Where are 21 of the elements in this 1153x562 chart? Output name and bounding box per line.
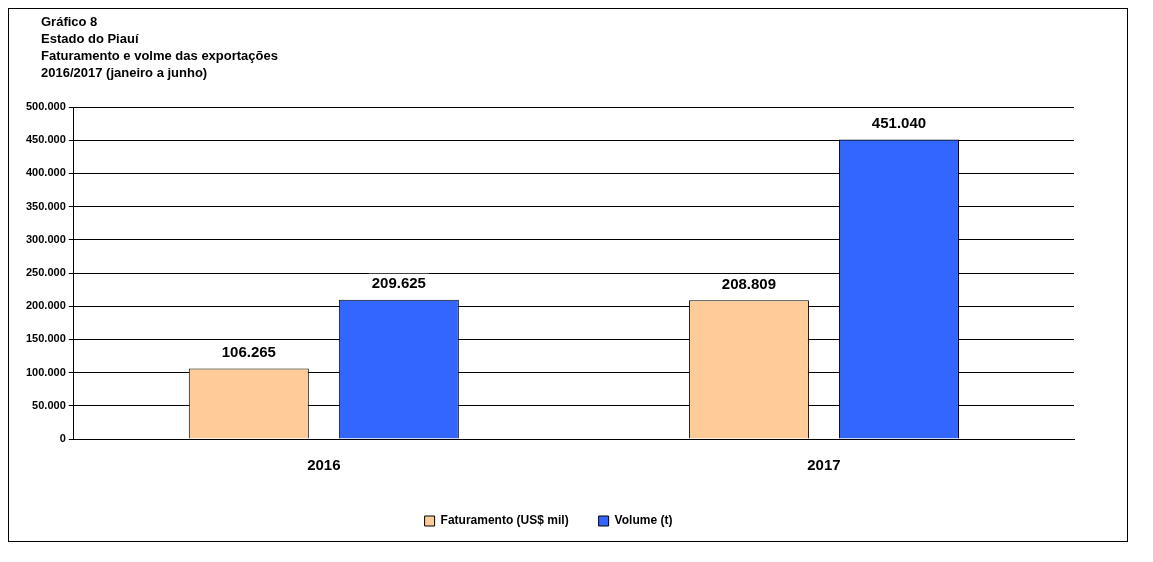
data-label: 106.265 — [221, 343, 276, 361]
data-label: 209.625 — [371, 274, 426, 292]
legend-label: Volume (t) — [614, 513, 673, 528]
y-tick-label: 150.000 — [26, 332, 66, 345]
y-tick-label: 50.000 — [32, 398, 66, 411]
y-tick-label: 500.000 — [26, 100, 66, 113]
legend-label: Faturamento (US$ mil) — [440, 513, 569, 528]
chart-title: Gráfico 8 — [41, 13, 99, 30]
x-tick-label: 2016 — [307, 456, 341, 474]
y-tick-label: 350.000 — [26, 199, 66, 212]
data-label: 208.809 — [721, 274, 777, 292]
x-tick-label: 2017 — [807, 456, 841, 474]
chart-subtitle: Estado do Piauí Faturamento e volme das exportações 2016/2017 (janeiro a junho) — [41, 30, 279, 81]
y-tick-label: 300.000 — [26, 232, 66, 245]
data-label: 451.040 — [871, 114, 927, 132]
y-tick-label: 200.000 — [26, 299, 66, 312]
y-tick-label: 100.000 — [26, 365, 66, 378]
y-tick-label: 400.000 — [26, 166, 66, 179]
y-tick-label: 0 — [59, 432, 66, 445]
y-tick-label: 250.000 — [26, 266, 66, 279]
y-tick-label: 450.000 — [26, 133, 66, 146]
